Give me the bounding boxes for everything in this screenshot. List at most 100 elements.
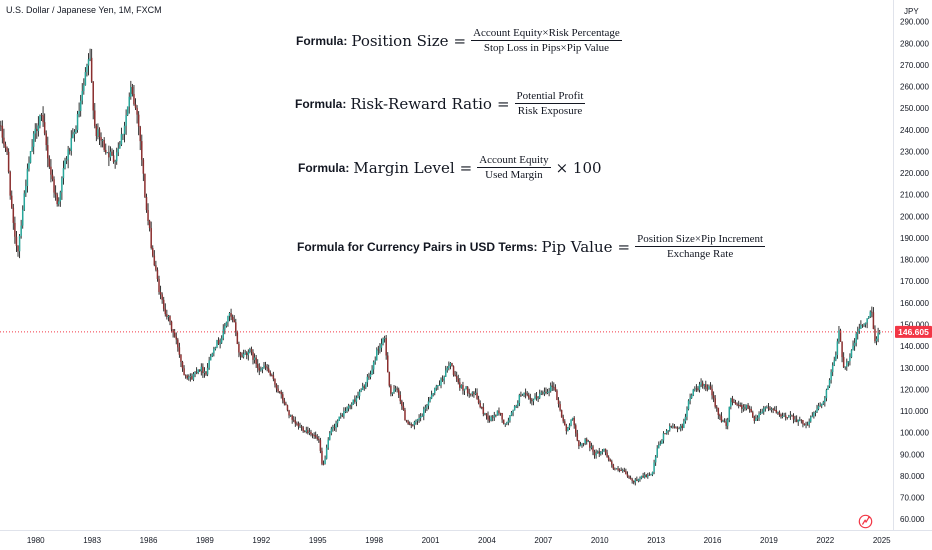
formula-denominator: Used Margin [485,169,543,181]
candle [676,428,679,429]
candle [418,418,420,420]
candle [181,361,184,369]
time-axis[interactable]: 1980 1983 1986 1989 1992 1995 1998 2001 2004 2007… [27,536,891,545]
candle [336,420,339,424]
candle [712,395,715,399]
candle [303,431,306,432]
candle [40,115,43,116]
candle [814,411,817,413]
candle [636,479,638,481]
candle [587,441,590,442]
candle [335,423,337,429]
candle [437,385,439,387]
candle [457,378,459,383]
candle [869,311,872,317]
candle [830,372,832,380]
candle [144,173,146,198]
candle [795,419,798,422]
candle [94,110,96,126]
price-axis[interactable]: 290.000 280.000 270.000 260.000 250.000 240.0… [900,18,929,525]
candle [141,141,143,160]
candle [570,419,572,426]
x-tick-label: 2001 [422,536,440,545]
formula-label: Formula for Currency Pairs in USD Terms: [297,239,538,254]
candle [371,369,373,375]
candle [70,138,73,151]
formula-equals: = [459,158,473,177]
candle [601,451,604,453]
y-tick-label: 290.000 [900,18,929,27]
candle [723,421,726,423]
candle [640,475,643,479]
candle [7,151,10,172]
candle [98,129,101,137]
candle [623,470,626,472]
formula-denominator: Stop Loss in Pips×Pip Value [483,42,610,54]
candle [421,415,423,417]
candle [81,91,83,101]
candle [443,376,445,381]
candle [728,406,731,420]
candle [374,360,376,362]
candle [496,410,499,416]
candle [203,371,206,374]
candle [584,439,586,444]
y-tick-label: 210.000 [900,191,929,200]
candle [64,160,66,169]
candle [180,354,182,362]
candle [546,391,549,393]
candle [808,421,810,425]
candle [810,417,812,422]
candle [177,339,179,348]
candle [495,415,497,416]
candle [773,409,776,411]
tradingview-logo-icon[interactable] [858,514,873,529]
candle [448,365,450,368]
candle [540,392,543,394]
candle [681,425,684,429]
candle [318,438,320,441]
candle [820,403,823,406]
candle [382,338,384,344]
candle [224,325,226,330]
candle [592,446,594,452]
candle [137,114,140,127]
candle [363,386,365,388]
candle [310,431,312,435]
candle [316,437,318,439]
candle [297,423,300,427]
candle [369,374,372,378]
symbol-title[interactable]: U.S. Dollar / Japanese Yen, 1M, FXCM [6,5,162,15]
candle [440,378,442,386]
candle [219,342,221,345]
candle [23,193,26,210]
candle [264,365,267,368]
candle [758,413,760,418]
candle [490,416,492,421]
candle [3,137,5,145]
candle [36,128,38,132]
candle [261,367,264,370]
candle [642,475,644,478]
candle [625,471,627,475]
candle [874,328,876,342]
candle [792,416,795,420]
candle [147,210,149,221]
candle [37,125,40,132]
candle [308,431,311,433]
candle [517,402,519,407]
candle [838,330,840,342]
candle [759,413,762,414]
candle [763,408,765,412]
x-tick-label: 1989 [196,536,214,545]
candle [169,316,171,322]
current-price-badge: 146.605 [895,325,932,338]
candle [286,405,289,411]
candle [748,408,751,410]
candle [455,376,458,379]
pip-value-formula: Formula for Currency Pairs in USD Terms:… [297,233,766,260]
candle [401,401,403,407]
formula-equals: = [496,94,510,113]
candle [249,348,251,353]
